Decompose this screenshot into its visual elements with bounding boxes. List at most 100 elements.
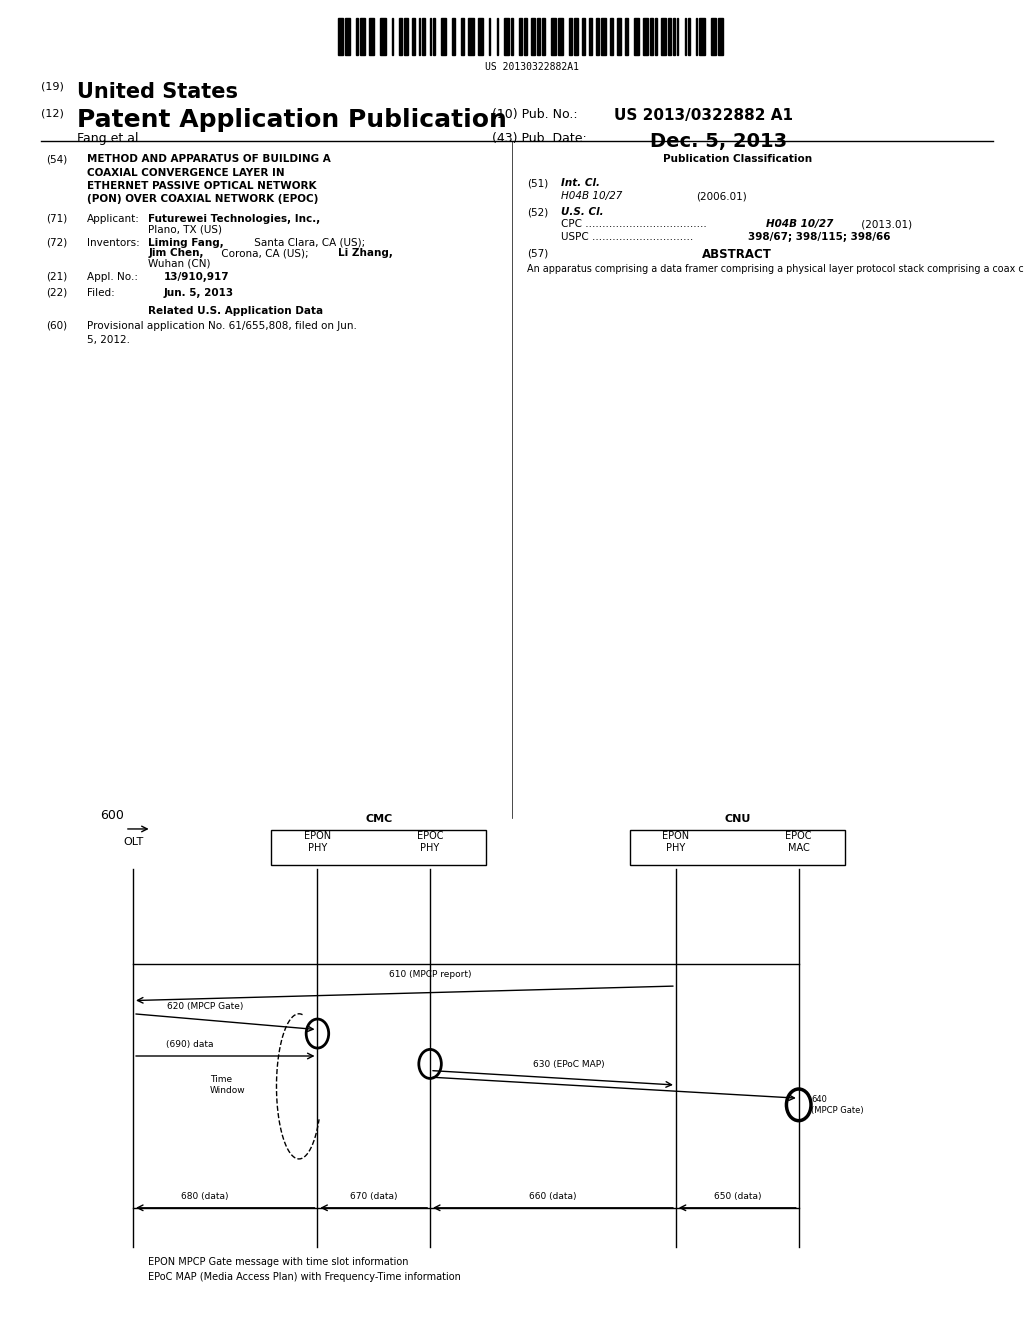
Bar — [505, 18, 510, 55]
Text: Futurewei Technologies, Inc.,: Futurewei Technologies, Inc., — [148, 214, 321, 224]
Bar — [551, 18, 556, 55]
Text: Int. Cl.: Int. Cl. — [561, 178, 600, 189]
Bar — [634, 18, 639, 55]
Text: Related U.S. Application Data: Related U.S. Application Data — [148, 306, 324, 317]
Bar — [537, 18, 540, 55]
Text: Jun. 5, 2013: Jun. 5, 2013 — [164, 288, 233, 298]
Text: (690) data: (690) data — [166, 1040, 213, 1049]
Text: H04B 10/27: H04B 10/27 — [561, 191, 623, 202]
Bar — [430, 18, 431, 55]
Bar — [531, 18, 535, 55]
Text: Filed:: Filed: — [87, 288, 115, 298]
Text: Provisional application No. 61/655,808, filed on Jun.
5, 2012.: Provisional application No. 61/655,808, … — [87, 321, 357, 345]
Bar — [677, 18, 679, 55]
Text: 13/910,917: 13/910,917 — [164, 272, 229, 282]
Text: 670 (data): 670 (data) — [350, 1192, 397, 1201]
Text: (60): (60) — [46, 321, 68, 331]
Bar — [662, 18, 667, 55]
Bar — [345, 18, 350, 55]
Text: USPC ..............................: USPC .............................. — [561, 232, 693, 243]
Text: Patent Application Publication: Patent Application Publication — [77, 108, 507, 132]
Text: 620 (MPCP Gate): 620 (MPCP Gate) — [167, 1002, 243, 1011]
Bar — [412, 18, 415, 55]
Bar — [478, 18, 483, 55]
Text: United States: United States — [77, 82, 238, 102]
Bar — [433, 18, 435, 55]
Text: Wuhan (CN): Wuhan (CN) — [148, 259, 211, 269]
Bar — [596, 18, 599, 55]
Text: (22): (22) — [46, 288, 68, 298]
Bar — [497, 18, 499, 55]
Text: Applicant:: Applicant: — [87, 214, 140, 224]
Bar — [625, 18, 628, 55]
Text: 680 (data): 680 (data) — [181, 1192, 228, 1201]
Text: Inventors:: Inventors: — [87, 238, 140, 248]
Text: (51): (51) — [527, 178, 549, 189]
Text: Appl. No.:: Appl. No.: — [87, 272, 138, 282]
FancyBboxPatch shape — [271, 830, 486, 865]
Text: ABSTRACT: ABSTRACT — [702, 248, 772, 261]
Text: Santa Clara, CA (US);: Santa Clara, CA (US); — [251, 238, 366, 248]
Text: (57): (57) — [527, 248, 549, 259]
Text: Dec. 5, 2013: Dec. 5, 2013 — [650, 132, 787, 150]
Text: CPC ....................................: CPC .................................... — [561, 219, 707, 230]
Text: (72): (72) — [46, 238, 68, 248]
Text: CNU: CNU — [724, 813, 751, 824]
Text: Corona, CA (US);: Corona, CA (US); — [218, 248, 312, 259]
Bar — [669, 18, 672, 55]
Text: (19): (19) — [41, 82, 63, 92]
Text: EPON MPCP Gate message with time slot information: EPON MPCP Gate message with time slot in… — [148, 1257, 409, 1267]
Bar — [718, 18, 723, 55]
Text: (21): (21) — [46, 272, 68, 282]
Bar — [711, 18, 716, 55]
Bar — [574, 18, 578, 55]
Text: Fang et al.: Fang et al. — [77, 132, 142, 145]
Bar — [381, 18, 386, 55]
Bar — [404, 18, 408, 55]
Bar — [685, 18, 686, 55]
Bar — [655, 18, 657, 55]
Text: (10) Pub. No.:: (10) Pub. No.: — [492, 108, 578, 121]
Bar — [542, 18, 545, 55]
Bar — [512, 18, 513, 55]
Text: (2013.01): (2013.01) — [858, 219, 912, 230]
Bar — [524, 18, 527, 55]
Bar — [650, 18, 653, 55]
Text: METHOD AND APPARATUS OF BUILDING A
COAXIAL CONVERGENCE LAYER IN
ETHERNET PASSIVE: METHOD AND APPARATUS OF BUILDING A COAXI… — [87, 154, 331, 205]
Bar — [696, 18, 697, 55]
Text: An apparatus comprising a data framer comprising a physical layer protocol stack: An apparatus comprising a data framer co… — [527, 264, 1024, 275]
Text: (54): (54) — [46, 154, 68, 165]
FancyBboxPatch shape — [630, 830, 845, 865]
Bar — [643, 18, 648, 55]
Bar — [441, 18, 446, 55]
Text: Liming Fang,: Liming Fang, — [148, 238, 224, 248]
Text: Publication Classification: Publication Classification — [663, 154, 812, 165]
Bar — [589, 18, 592, 55]
Text: 660 (data): 660 (data) — [529, 1192, 577, 1201]
Text: Jim Chen,: Jim Chen, — [148, 248, 204, 259]
Bar — [617, 18, 621, 55]
Bar — [360, 18, 366, 55]
Text: EPON
PHY: EPON PHY — [304, 832, 331, 853]
Bar — [601, 18, 606, 55]
Text: (52): (52) — [527, 207, 549, 218]
Text: (71): (71) — [46, 214, 68, 224]
Bar — [558, 18, 563, 55]
Text: US 2013/0322882 A1: US 2013/0322882 A1 — [614, 108, 794, 123]
Bar — [674, 18, 675, 55]
Text: EPOC
MAC: EPOC MAC — [785, 832, 812, 853]
Text: 650 (data): 650 (data) — [714, 1192, 761, 1201]
Text: 398/67; 398/115; 398/66: 398/67; 398/115; 398/66 — [748, 232, 890, 243]
Bar — [356, 18, 358, 55]
Text: U.S. Cl.: U.S. Cl. — [561, 207, 604, 218]
Text: CMC: CMC — [366, 813, 392, 824]
Text: EPoC MAP (Media Access Plan) with Frequency-Time information: EPoC MAP (Media Access Plan) with Freque… — [148, 1272, 462, 1283]
Text: (2006.01): (2006.01) — [696, 191, 748, 202]
Text: (12): (12) — [41, 108, 63, 119]
Text: Li Zhang,: Li Zhang, — [338, 248, 393, 259]
Text: 600: 600 — [100, 809, 124, 822]
Bar — [469, 18, 474, 55]
Text: Time
Window: Time Window — [210, 1074, 246, 1096]
Text: EPOC
PHY: EPOC PHY — [417, 832, 443, 853]
Text: US 20130322882A1: US 20130322882A1 — [485, 62, 580, 73]
